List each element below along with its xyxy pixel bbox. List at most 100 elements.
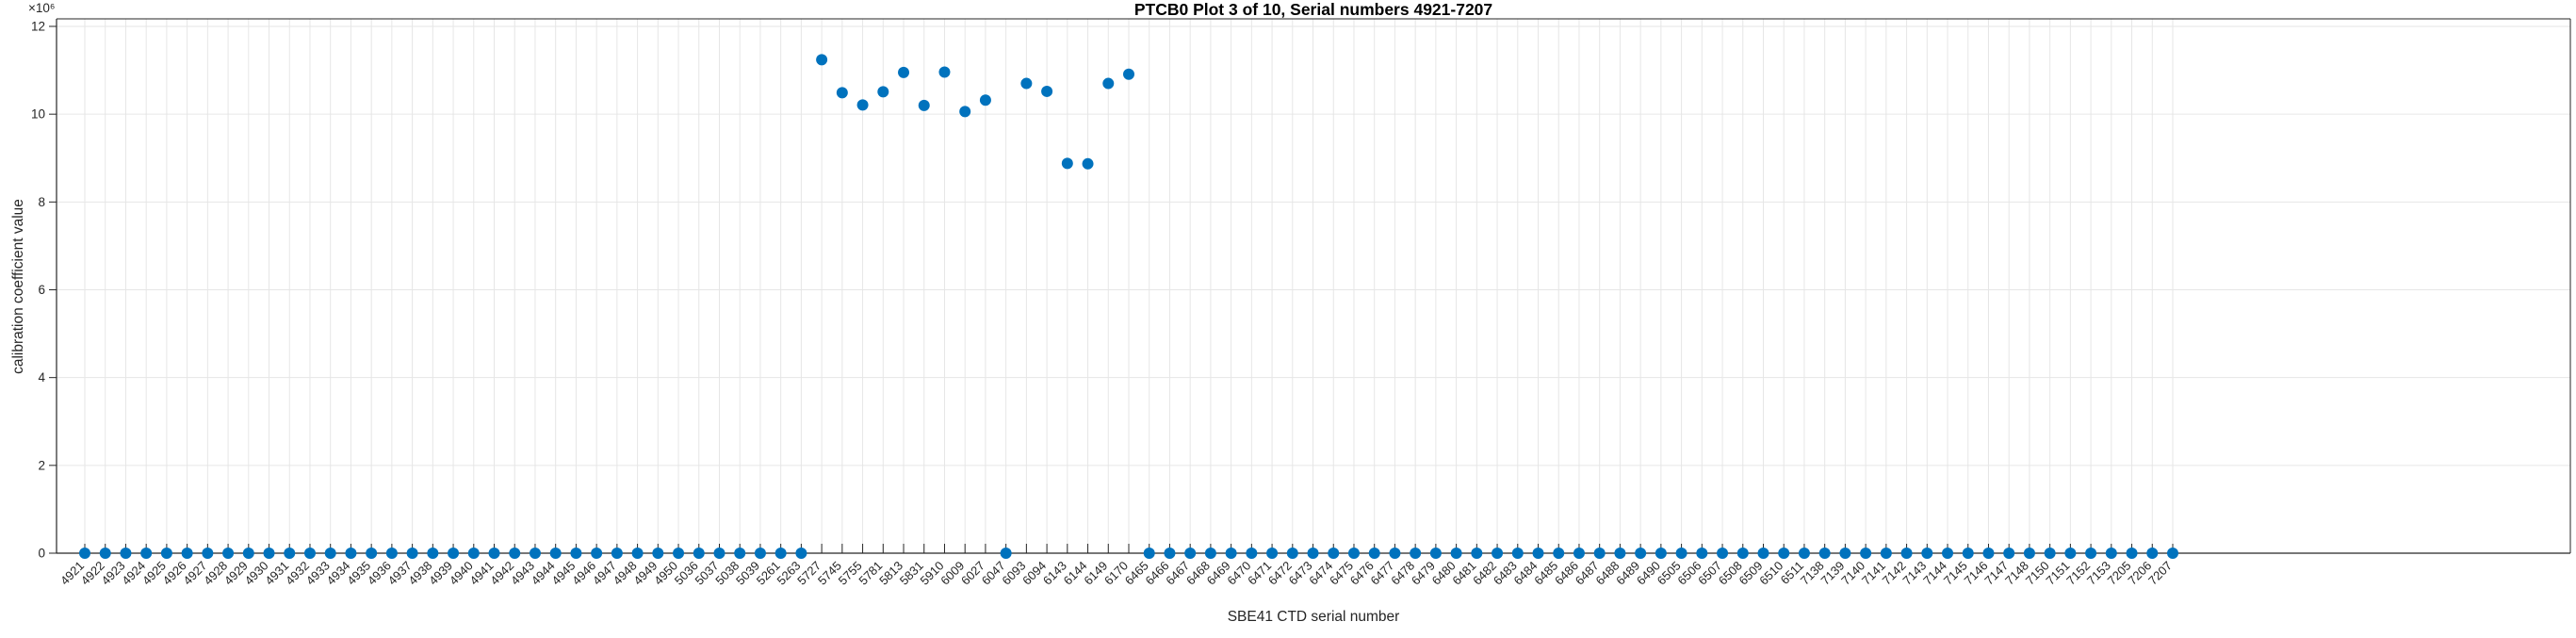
data-point — [263, 548, 275, 559]
data-point — [734, 548, 746, 559]
data-point — [2064, 548, 2077, 559]
data-point — [631, 548, 644, 559]
data-point — [202, 548, 214, 559]
data-point — [795, 548, 807, 559]
data-point — [1123, 68, 1134, 80]
vertical-gridlines — [84, 19, 2174, 553]
y-tick-label: 4 — [38, 370, 45, 384]
plot-title: PTCB0 Plot 3 of 10, Serial numbers 4921-… — [1133, 0, 1493, 19]
data-point — [1675, 548, 1687, 559]
data-point — [1184, 548, 1197, 559]
data-point — [488, 548, 500, 559]
data-point — [1000, 548, 1012, 559]
y-tick-label: 6 — [38, 283, 45, 297]
x-tick-label: 7207 — [2145, 559, 2175, 588]
data-point — [406, 548, 418, 559]
data-point — [1471, 548, 1483, 559]
data-point — [1143, 548, 1155, 559]
data-point — [1962, 548, 1974, 559]
data-point — [877, 86, 889, 98]
data-point — [959, 106, 971, 118]
data-point — [1389, 548, 1401, 559]
data-point — [1921, 548, 1933, 559]
data-point — [1593, 548, 1606, 559]
data-point — [898, 66, 910, 78]
data-point — [1511, 548, 1524, 559]
data-point — [345, 548, 357, 559]
data-point — [918, 99, 930, 111]
data-point — [509, 548, 521, 559]
data-point — [2167, 548, 2178, 559]
data-point — [2044, 548, 2056, 559]
y-axis-multiplier: ×10⁶ — [28, 1, 56, 15]
y-tick-labels: 0 2 4 6 8 10 12 — [31, 20, 46, 561]
data-point — [1246, 548, 1258, 559]
data-point — [611, 548, 623, 559]
data-point — [99, 548, 111, 559]
y-axis-label: calibration coefficient value — [10, 199, 26, 374]
data-point — [816, 54, 828, 66]
data-point — [2003, 548, 2015, 559]
data-point — [1061, 157, 1073, 170]
data-point — [467, 548, 480, 559]
data-point — [448, 548, 460, 559]
data-point — [591, 548, 603, 559]
y-tick-label: 2 — [38, 458, 45, 472]
data-point — [1286, 548, 1298, 559]
data-point — [385, 548, 398, 559]
data-point — [1736, 548, 1749, 559]
data-point — [1082, 157, 1094, 170]
data-point — [1573, 548, 1585, 559]
data-point — [79, 548, 90, 559]
data-point — [1798, 548, 1810, 559]
data-point — [1450, 548, 1462, 559]
data-point — [1102, 77, 1115, 90]
data-point — [2023, 548, 2035, 559]
data-point — [1307, 548, 1319, 559]
data-point — [2126, 548, 2138, 559]
data-point — [836, 87, 848, 99]
data-point — [140, 548, 153, 559]
data-point — [1553, 548, 1565, 559]
data-point — [1041, 85, 1053, 97]
data-point — [324, 548, 336, 559]
x-axis-label: SBE41 CTD serial number — [1227, 609, 1400, 625]
data-point — [1778, 548, 1790, 559]
data-point — [1655, 548, 1667, 559]
data-point — [938, 66, 951, 78]
data-point — [160, 548, 172, 559]
data-point — [673, 548, 685, 559]
data-point — [303, 548, 316, 559]
data-point — [713, 548, 726, 559]
y-tick-label: 10 — [31, 107, 45, 122]
y-tick-label: 12 — [31, 20, 45, 34]
data-point — [1696, 548, 1708, 559]
data-point — [1635, 548, 1647, 559]
data-point — [1347, 548, 1360, 559]
data-point — [1368, 548, 1380, 559]
data-point — [1942, 548, 1954, 559]
data-point — [1225, 548, 1237, 559]
data-point — [1900, 548, 1913, 559]
y-tick-label: 8 — [38, 195, 45, 209]
data-point — [2146, 548, 2159, 559]
data-point — [693, 548, 705, 559]
y-tick-label: 0 — [38, 547, 45, 561]
data-point — [1757, 548, 1769, 559]
data-point — [1204, 548, 1216, 559]
data-point — [529, 548, 541, 559]
data-point — [1328, 548, 1340, 559]
data-point — [1532, 548, 1544, 559]
data-point — [1266, 548, 1279, 559]
data-point — [2085, 548, 2097, 559]
data-point — [1492, 548, 1504, 559]
data-point — [1020, 77, 1033, 90]
data-point — [181, 548, 193, 559]
data-point — [1717, 548, 1729, 559]
data-point — [1982, 548, 1995, 559]
data-point — [222, 548, 235, 559]
data-point — [427, 548, 439, 559]
data-point — [1164, 548, 1176, 559]
